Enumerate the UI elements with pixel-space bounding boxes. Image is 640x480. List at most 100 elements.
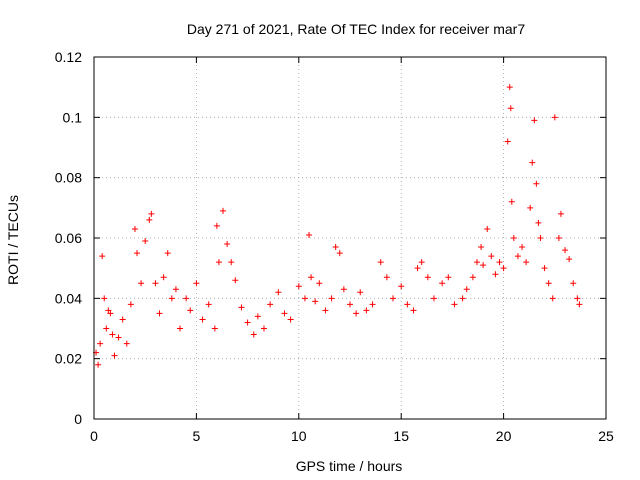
data-point <box>260 325 267 332</box>
data-point <box>134 250 141 257</box>
data-point <box>410 307 417 314</box>
data-point <box>183 295 190 302</box>
data-point <box>549 295 556 302</box>
data-point <box>244 319 251 326</box>
data-point <box>107 310 114 317</box>
data-point <box>254 313 261 320</box>
y-tick-label: 0 <box>74 411 82 427</box>
x-tick-label: 20 <box>496 428 512 444</box>
data-point <box>445 274 452 281</box>
data-point <box>322 307 329 314</box>
data-point <box>316 280 323 287</box>
data-point <box>508 198 515 205</box>
data-point <box>205 301 212 308</box>
data-point <box>199 316 206 323</box>
y-tick-label: 0.12 <box>55 49 82 65</box>
data-point <box>551 114 558 121</box>
data-point <box>357 289 364 296</box>
y-tick-label: 0.04 <box>55 290 82 306</box>
data-point <box>418 259 425 266</box>
data-point <box>504 138 511 145</box>
data-point <box>473 259 480 266</box>
data-point <box>332 244 339 251</box>
data-point <box>172 286 179 293</box>
data-point <box>131 225 138 232</box>
data-point <box>228 259 235 266</box>
data-point <box>377 259 384 266</box>
data-point <box>514 253 521 260</box>
data-point <box>478 244 485 251</box>
data-point <box>328 295 335 302</box>
data-point <box>519 244 526 251</box>
data-point <box>576 301 583 308</box>
data-point <box>267 301 274 308</box>
data-point <box>424 274 431 281</box>
data-point <box>148 210 155 217</box>
data-point <box>531 117 538 124</box>
data-point <box>353 310 360 317</box>
data-point <box>193 280 200 287</box>
data-point <box>160 274 167 281</box>
data-point <box>306 231 313 238</box>
data-point <box>383 274 390 281</box>
data-point <box>566 256 573 263</box>
data-point <box>340 286 347 293</box>
data-point <box>213 222 220 229</box>
data-point <box>347 301 353 308</box>
data-point <box>281 310 288 317</box>
data-point <box>238 304 245 311</box>
data-point <box>537 235 544 241</box>
data-point <box>488 253 495 260</box>
x-tick-label: 10 <box>291 428 307 444</box>
data-point <box>533 180 540 187</box>
data-point <box>250 331 257 338</box>
data-point <box>101 295 108 302</box>
data-point <box>363 307 370 314</box>
data-point <box>414 265 421 272</box>
data-point <box>215 259 222 266</box>
data-point <box>105 307 112 314</box>
data-point <box>484 225 491 232</box>
y-tick-label: 0.1 <box>63 109 83 125</box>
y-tick-label: 0.02 <box>55 351 82 367</box>
x-tick-label: 25 <box>598 428 614 444</box>
data-point <box>164 250 171 257</box>
data-point <box>152 280 159 287</box>
x-tick-label: 15 <box>393 428 409 444</box>
data-point <box>500 265 507 272</box>
data-point <box>390 295 397 302</box>
data-point <box>103 325 110 332</box>
data-point <box>545 280 552 287</box>
data-point <box>541 265 548 272</box>
data-point <box>115 334 122 341</box>
x-tick-label: 0 <box>90 428 98 444</box>
data-point <box>168 295 175 302</box>
data-points <box>93 84 583 368</box>
data-point <box>480 262 487 269</box>
data-point <box>287 316 294 323</box>
data-point <box>459 295 466 302</box>
grid <box>94 57 606 419</box>
data-point <box>506 84 513 91</box>
data-point <box>99 253 106 260</box>
data-point <box>574 295 581 302</box>
data-point <box>398 283 405 290</box>
y-axis-label: ROTI / TECUs <box>5 195 21 285</box>
data-point <box>529 159 536 166</box>
data-point <box>527 204 534 211</box>
data-point <box>469 274 476 281</box>
data-point <box>97 340 104 347</box>
data-point <box>232 277 239 284</box>
axis-ticks: 0 5 10 15 20 25 0 0.02 0.04 0.06 0.08 0.1 0.12 <box>55 49 614 444</box>
chart-title: Day 271 of 2021, Rate Of TEC Index for r… <box>187 21 525 37</box>
data-point <box>138 280 145 287</box>
data-point <box>156 310 163 317</box>
data-point <box>111 352 118 359</box>
data-point <box>430 295 437 302</box>
x-tick-label: 5 <box>193 428 201 444</box>
data-point <box>496 259 503 266</box>
data-point <box>404 301 411 308</box>
data-point <box>295 283 302 290</box>
